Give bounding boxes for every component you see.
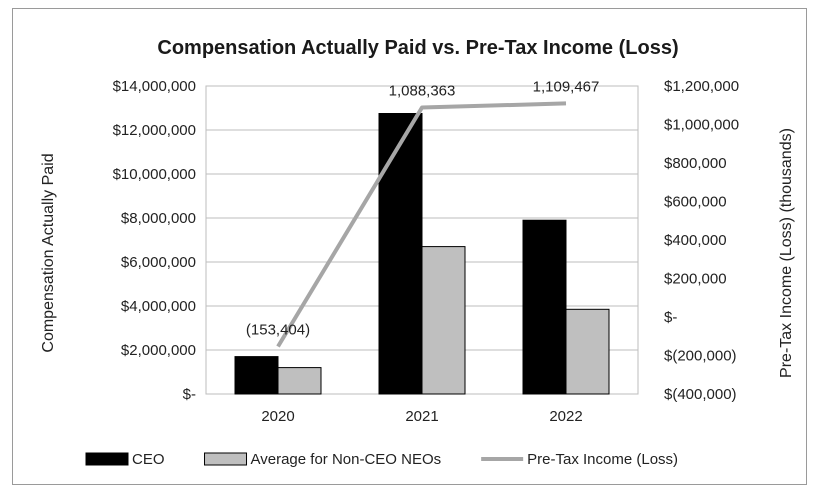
- left-tick-label: $14,000,000: [113, 78, 196, 95]
- bar-ceo-2022: [522, 219, 567, 395]
- right-tick-label: $(400,000): [664, 386, 737, 403]
- right-tick-label: $1,000,000: [664, 117, 739, 134]
- x-tick-label: 2022: [549, 408, 582, 425]
- legend-item: CEO: [85, 451, 165, 468]
- right-axis-title: Pre-Tax Income (Loss) (thousands): [778, 128, 795, 378]
- data-label: 1,109,467: [533, 78, 600, 95]
- legend-label: CEO: [132, 451, 165, 468]
- legend-swatch: [204, 452, 248, 466]
- right-tick-label: $200,000: [664, 271, 727, 288]
- left-tick-label: $12,000,000: [113, 122, 196, 139]
- data-label: (153,404): [246, 322, 310, 339]
- legend: CEO Average for Non-CEO NEOs Pre-Tax Incom…: [85, 451, 678, 468]
- chart-title: Compensation Actually Paid vs. Pre-Tax I…: [157, 37, 678, 59]
- pre-tax-income-line: [276, 101, 567, 348]
- right-tick-label: $1,200,000: [664, 78, 739, 95]
- left-axis-title: Compensation Actually Paid: [40, 153, 57, 352]
- bar-average-for-non-ceo-neos-2020: [277, 367, 322, 395]
- left-tick-label: $8,000,000: [121, 210, 196, 227]
- right-tick-label: $(200,000): [664, 348, 737, 365]
- legend-label: Average for Non-CEO NEOs: [251, 451, 442, 468]
- bar-average-for-non-ceo-neos-2021: [421, 246, 466, 395]
- left-axis-ticks: $- $2,000,000 $4,000,000 $6,000,000 $8,000,0…: [113, 78, 196, 403]
- x-tick-label: 2021: [405, 408, 438, 425]
- right-axis-ticks: $(400,000) $(200,000) $- $200,000 $400,000 $6…: [664, 78, 739, 403]
- data-label: 1,088,363: [389, 82, 456, 99]
- right-tick-label: $600,000: [664, 194, 727, 211]
- x-axis-ticks: 2020 2021 2022: [261, 408, 582, 425]
- bar-ceo-2020: [234, 356, 279, 395]
- right-tick-label: $800,000: [664, 155, 727, 172]
- right-tick-label: $400,000: [664, 232, 727, 249]
- left-tick-label: $4,000,000: [121, 298, 196, 315]
- bars: [234, 113, 610, 395]
- chart-frame: Compensation Actually Paid vs. Pre-Tax I…: [12, 8, 807, 485]
- left-tick-label: $-: [183, 386, 196, 403]
- legend-swatch: [85, 452, 129, 466]
- chart-canvas: Compensation Actually Paid vs. Pre-Tax I…: [40, 37, 795, 468]
- left-tick-label: $6,000,000: [121, 254, 196, 271]
- line-series: [276, 101, 567, 348]
- right-tick-label: $-: [664, 309, 677, 326]
- x-tick-label: 2020: [261, 408, 294, 425]
- left-tick-label: $2,000,000: [121, 342, 196, 359]
- left-tick-label: $10,000,000: [113, 166, 196, 183]
- data-labels: (153,404) 1,088,363 1,109,467: [246, 78, 599, 338]
- bar-average-for-non-ceo-neos-2022: [565, 308, 610, 395]
- legend-item: Pre-Tax Income (Loss): [481, 451, 678, 468]
- bar-ceo-2021: [378, 113, 423, 395]
- legend-item: Average for Non-CEO NEOs: [204, 451, 442, 468]
- legend-label: Pre-Tax Income (Loss): [527, 451, 678, 468]
